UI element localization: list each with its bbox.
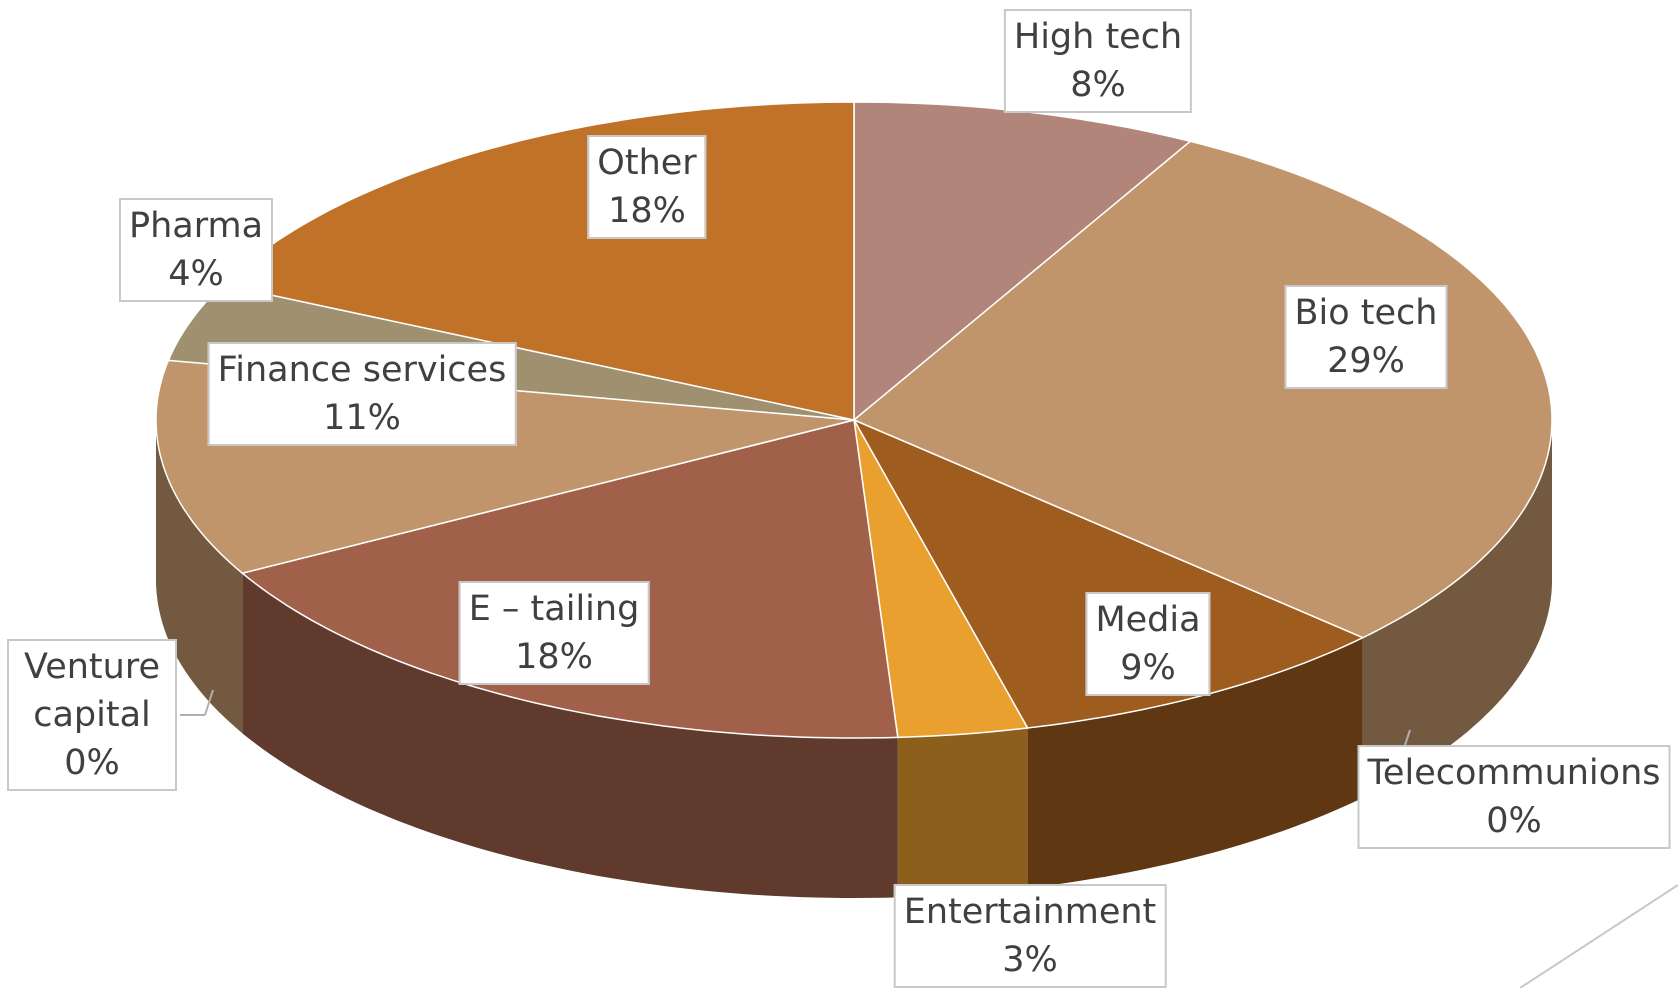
value-label: 29% — [1327, 341, 1405, 381]
leader-line — [204, 689, 214, 716]
value-label: 0% — [1486, 801, 1542, 841]
value-label: 18% — [515, 637, 593, 677]
category-label: Telecommunions — [1367, 753, 1661, 793]
category-label: High tech — [1013, 17, 1183, 57]
value-label: 3% — [1002, 940, 1058, 980]
data-label: Finance services 11% — [207, 342, 517, 446]
decor-line — [1519, 884, 1678, 988]
pie-side — [1362, 420, 1552, 798]
data-label: Bio tech 29% — [1284, 285, 1448, 389]
sides — [156, 420, 1552, 898]
pie-side — [897, 728, 1028, 898]
category-label: E – tailing — [468, 589, 640, 629]
pie-slice — [240, 419, 899, 739]
pie-slice — [853, 419, 1029, 739]
category-label: Entertainment — [903, 892, 1157, 932]
value-label: 4% — [168, 254, 224, 294]
pie-side — [156, 420, 243, 734]
data-label: Venture capital 0% — [7, 639, 177, 791]
data-label: E – tailing 18% — [458, 581, 650, 685]
data-label: Entertainment 3% — [893, 884, 1167, 988]
category-label: Finance services — [217, 350, 507, 390]
data-label: Media 9% — [1085, 592, 1211, 696]
pie-slice — [852, 140, 1553, 639]
value-label: 18% — [608, 191, 686, 231]
pie-side — [242, 573, 898, 898]
pie-side — [1027, 637, 1363, 888]
leader-line — [1404, 729, 1411, 746]
value-label: 11% — [323, 398, 401, 438]
data-label: Telecommunions 0% — [1357, 745, 1671, 849]
category-label: Venture capital — [23, 647, 160, 735]
category-label: Pharma — [128, 206, 264, 246]
value-label: 8% — [1070, 65, 1126, 105]
data-label: High tech 8% — [1003, 9, 1193, 113]
value-label: 0% — [64, 743, 120, 783]
value-label: 9% — [1120, 648, 1176, 688]
category-label: Media — [1095, 600, 1201, 640]
data-label: Pharma 4% — [118, 198, 274, 302]
category-label: Other — [597, 143, 697, 183]
category-label: Bio tech — [1294, 293, 1438, 333]
data-label: Other 18% — [587, 135, 707, 239]
